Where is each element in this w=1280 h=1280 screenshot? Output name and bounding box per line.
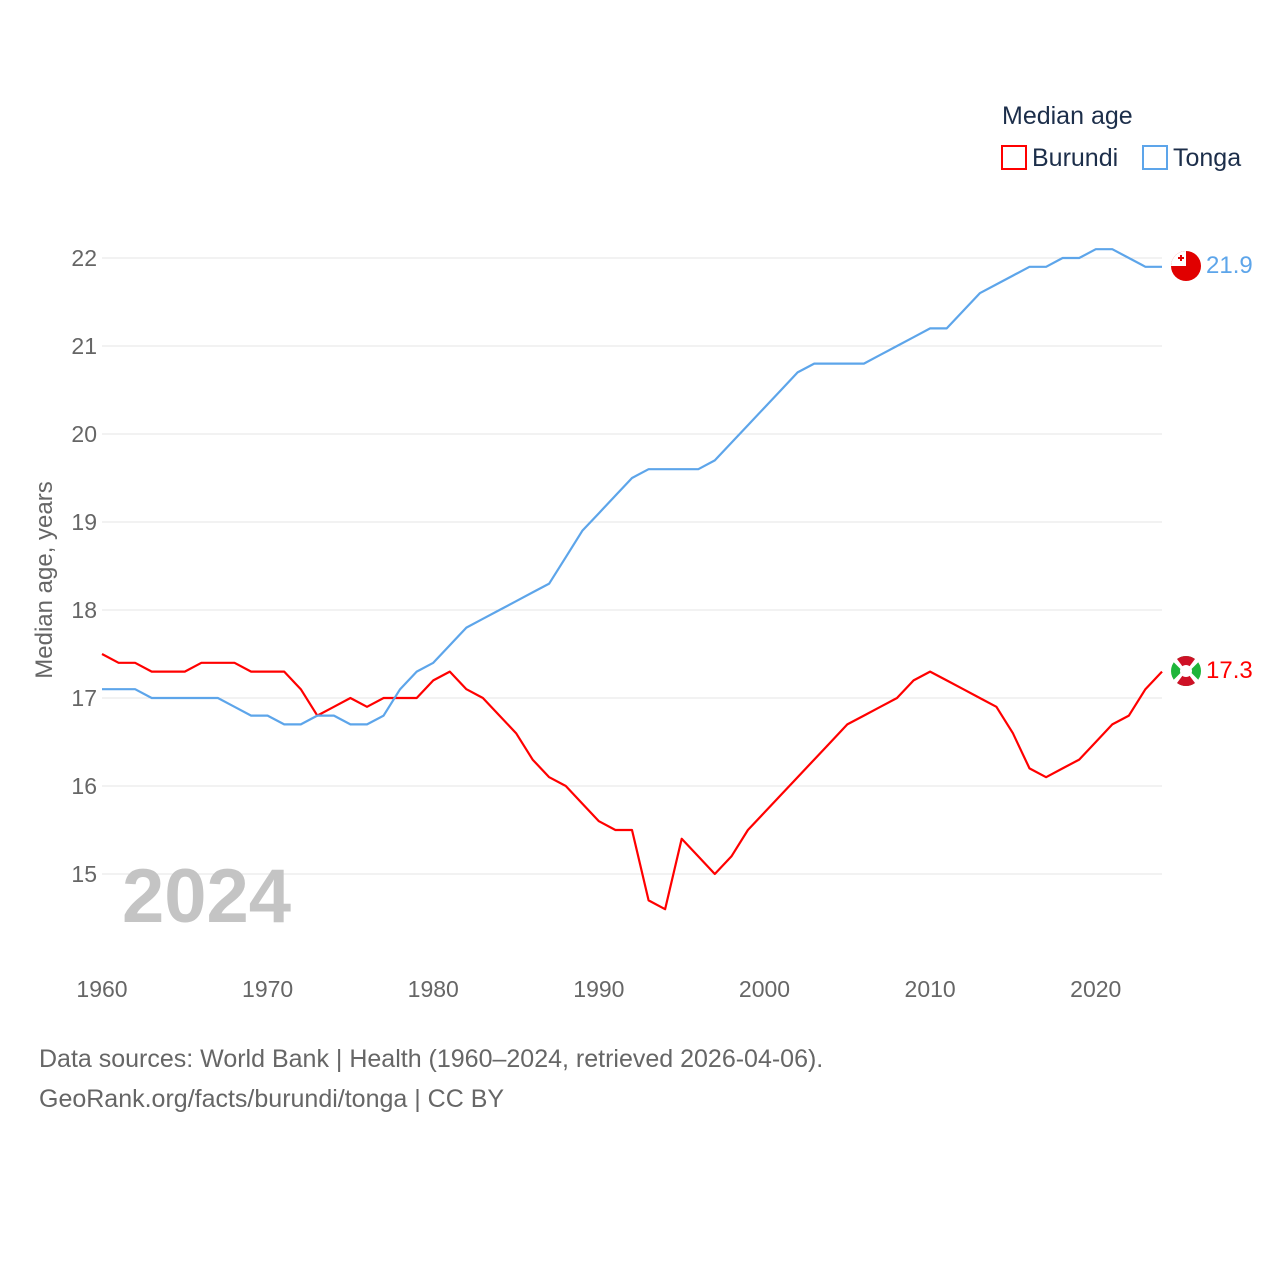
footer-attribution[interactable]: GeoRank.org/facts/burundi/tonga | CC BY: [39, 1085, 505, 1113]
legend-label-tonga[interactable]: Tonga: [1173, 144, 1241, 172]
series-line-burundi: [101, 653, 1163, 911]
y-tick-label: 21: [71, 333, 97, 359]
x-tick-label: 2020: [1070, 976, 1121, 1002]
footer-sources: Data sources: World Bank | Health (1960–…: [39, 1045, 824, 1073]
legend-title: Median age: [1002, 102, 1133, 130]
y-tick-label: 22: [71, 245, 97, 271]
y-tick-label: 16: [71, 773, 97, 799]
y-tick-label: 19: [71, 509, 97, 535]
tonga-flag-icon: [1171, 251, 1201, 281]
series-line-tonga: [102, 248, 1162, 726]
legend-label-burundi[interactable]: Burundi: [1032, 144, 1118, 172]
legend-swatch-tonga[interactable]: [1142, 145, 1168, 170]
y-axis-label: Median age, years: [31, 481, 58, 678]
y-tick-label: 20: [71, 421, 97, 447]
x-tick-label: 2000: [739, 976, 790, 1002]
tonga-end-label: 21.9: [1206, 252, 1253, 279]
x-tick-label: 1970: [242, 976, 293, 1002]
y-tick-label: 15: [71, 861, 97, 887]
x-tick-label: 1960: [76, 976, 127, 1002]
y-tick-label: 17: [71, 685, 97, 711]
x-tick-label: 1980: [408, 976, 459, 1002]
legend-swatch-burundi[interactable]: [1001, 145, 1027, 170]
burundi-end-label: 17.3: [1206, 657, 1253, 684]
burundi-flag-icon: [1171, 656, 1201, 686]
x-tick-label: 1990: [573, 976, 624, 1002]
watermark-year: 2024: [122, 854, 291, 939]
x-tick-label: 2010: [905, 976, 956, 1002]
legend: Median age Burundi Tonga: [1001, 102, 1241, 172]
y-tick-label: 18: [71, 597, 97, 623]
